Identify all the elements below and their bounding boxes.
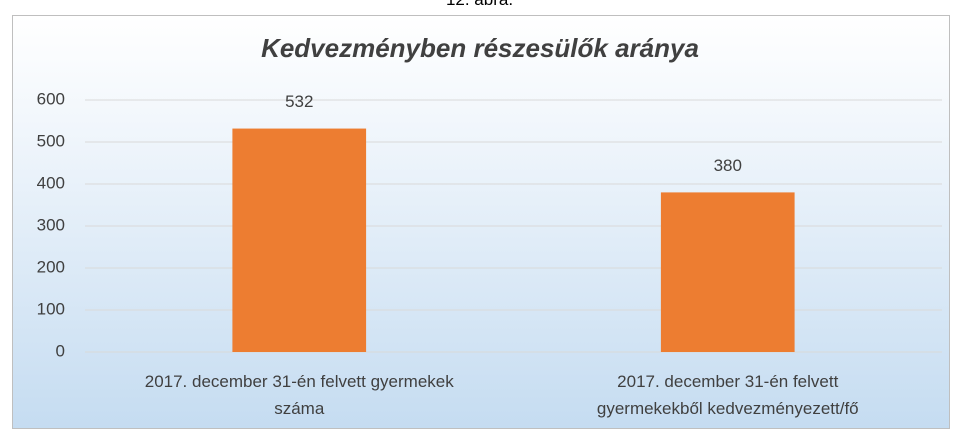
y-tick-label: 500 — [37, 131, 65, 150]
value-label: 532 — [285, 92, 313, 111]
caption: 12. ábra. — [0, 0, 959, 10]
chart-title: Kedvezményben részesülők aránya — [261, 33, 699, 63]
y-tick-label: 300 — [37, 215, 65, 234]
y-tick-label: 0 — [56, 341, 65, 360]
bar — [660, 192, 795, 352]
x-tick-label: 2017. december 31-én felvett gyermekek s… — [144, 372, 454, 418]
y-tick-label: 200 — [37, 257, 65, 276]
y-tick-label: 400 — [37, 173, 65, 192]
y-tick-label: 600 — [37, 89, 65, 108]
x-tick-label: 2017. december 31-én felvett gyermekekbő… — [596, 372, 859, 418]
bar — [232, 128, 367, 352]
y-tick-label: 100 — [37, 299, 65, 318]
value-label: 380 — [714, 156, 742, 175]
